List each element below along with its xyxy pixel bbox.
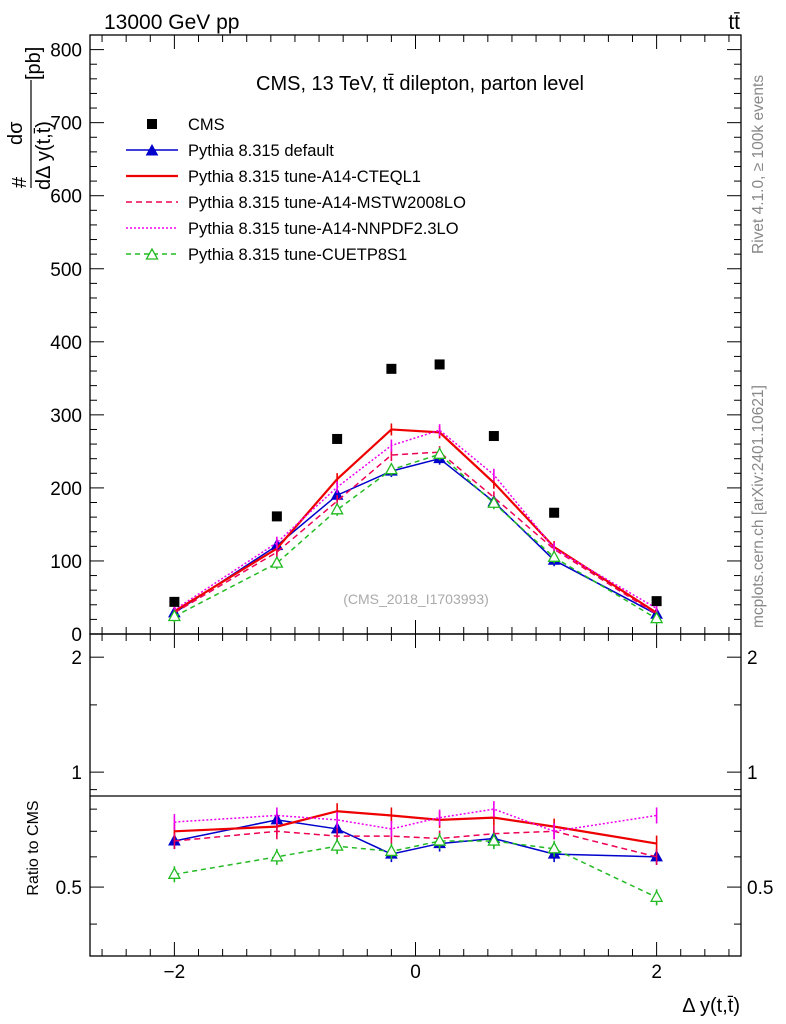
x-axis-label: Δ y(t,t̄) bbox=[682, 995, 740, 1017]
mcplots-label: mcplots.cern.ch [arXiv:2401.10621] bbox=[750, 385, 767, 628]
series-4-ratio-line bbox=[174, 808, 657, 833]
y-tick-label: 800 bbox=[50, 41, 82, 62]
y-tick-label: 200 bbox=[50, 479, 82, 500]
ratio-tick-label: 1 bbox=[71, 763, 82, 784]
series-5-ratio-marker bbox=[270, 849, 284, 862]
data-point bbox=[549, 507, 560, 518]
legend-series-4-label: Pythia 8.315 tune-A14-NNPDF2.3LO bbox=[188, 220, 459, 238]
series-5-marker bbox=[384, 462, 398, 475]
ratio-plot-frame bbox=[89, 633, 742, 957]
header-process: tt̄ bbox=[728, 11, 740, 34]
y-tick-label: 100 bbox=[50, 552, 82, 573]
ratio-y-axis-label: Ratio to CMS bbox=[25, 800, 42, 895]
legend-cms-marker bbox=[147, 119, 157, 129]
data-point bbox=[169, 596, 180, 607]
ratio-tick-label-right: 1 bbox=[747, 763, 758, 784]
data-points bbox=[169, 359, 662, 607]
series-3-ratio-line bbox=[174, 830, 657, 858]
data-point bbox=[271, 511, 282, 522]
main-series-group bbox=[167, 423, 664, 625]
series-3-line bbox=[174, 451, 658, 615]
legend-cms-label: CMS bbox=[188, 116, 225, 134]
ratio-axis-ticks: 0.5 1 2 0.5 1 2 bbox=[56, 648, 773, 925]
series-5-ratio-marker bbox=[330, 838, 344, 851]
series-5-ratio-line bbox=[174, 840, 657, 899]
y-tick-label: 600 bbox=[50, 187, 82, 208]
y-tick-label: 700 bbox=[50, 114, 82, 135]
ratio-tick-label: 2 bbox=[71, 648, 82, 669]
ratio-tick-label-right: 0.5 bbox=[747, 878, 773, 899]
data-point bbox=[332, 433, 343, 444]
series-5-marker bbox=[167, 609, 181, 622]
header-energy: 13000 GeV pp bbox=[104, 11, 239, 34]
x-tick-label: 2 bbox=[651, 962, 662, 983]
y-tick-label: 500 bbox=[50, 260, 82, 281]
legend-series-5-label: Pythia 8.315 tune-CUETP8S1 bbox=[188, 246, 407, 264]
chart-title: CMS, 13 TeV, tt̄ dilepton, parton level bbox=[256, 73, 584, 95]
data-point bbox=[434, 359, 445, 370]
y-axis-label-hash: # bbox=[9, 176, 31, 188]
legend-series-1-label: Pythia 8.315 default bbox=[188, 142, 334, 160]
legend: CMS Pythia 8.315 default Pythia 8.315 tune… bbox=[126, 116, 466, 264]
series-5-line bbox=[174, 453, 657, 620]
x-tick-label: 0 bbox=[410, 962, 421, 983]
legend-series-5-marker bbox=[145, 247, 159, 260]
x-tick-label: −2 bbox=[164, 962, 186, 983]
series-5-marker bbox=[270, 555, 284, 568]
series-5-marker bbox=[433, 446, 447, 459]
data-point bbox=[386, 363, 397, 374]
series-5-marker bbox=[330, 502, 344, 515]
series-1-ratio-line bbox=[174, 819, 657, 858]
series-2-line bbox=[173, 428, 658, 614]
series-5-marker bbox=[487, 495, 501, 508]
series-4-line bbox=[173, 429, 657, 611]
series-5-ratio-marker bbox=[433, 833, 447, 846]
ratio-tick-label-right: 2 bbox=[747, 648, 758, 669]
series-5-ratio-marker bbox=[167, 866, 181, 879]
series-5-ratio-marker bbox=[650, 890, 664, 903]
analysis-tag: (CMS_2018_I1703993) bbox=[343, 591, 489, 607]
data-point bbox=[488, 431, 499, 442]
series-5-marker bbox=[650, 611, 664, 624]
series-5-ratio-marker bbox=[547, 841, 561, 854]
y-axis-label-denominator: dΔ y(t,t̄) bbox=[33, 121, 55, 190]
series-5-marker bbox=[547, 549, 561, 562]
legend-series-3-label: Pythia 8.315 tune-A14-MSTW2008LO bbox=[188, 194, 466, 212]
series-5-ratio-marker bbox=[487, 833, 501, 846]
y-axis-label: # dσ dΔ y(t,t̄) [pb] bbox=[5, 47, 55, 190]
ratio-tick-label: 0.5 bbox=[56, 878, 82, 899]
data-point bbox=[651, 596, 662, 607]
legend-series-2-label: Pythia 8.315 tune-A14-CTEQL1 bbox=[188, 168, 421, 186]
legend-series-1-marker bbox=[145, 143, 159, 156]
y-axis-label-unit: [pb] bbox=[23, 47, 45, 80]
y-tick-label: 300 bbox=[50, 406, 82, 427]
ratio-series-group bbox=[167, 801, 664, 906]
ratio-plot: 0.5 1 2 0.5 1 2 bbox=[56, 633, 773, 957]
y-axis-label-numerator: dσ bbox=[5, 121, 27, 145]
series-5-ratio-marker bbox=[384, 844, 398, 857]
y-tick-label: 0 bbox=[71, 625, 82, 646]
series-2-ratio-line bbox=[174, 810, 657, 845]
y-tick-label: 400 bbox=[50, 333, 82, 354]
rivet-label: Rivet 4.1.0, ≥ 100k events bbox=[750, 75, 767, 254]
